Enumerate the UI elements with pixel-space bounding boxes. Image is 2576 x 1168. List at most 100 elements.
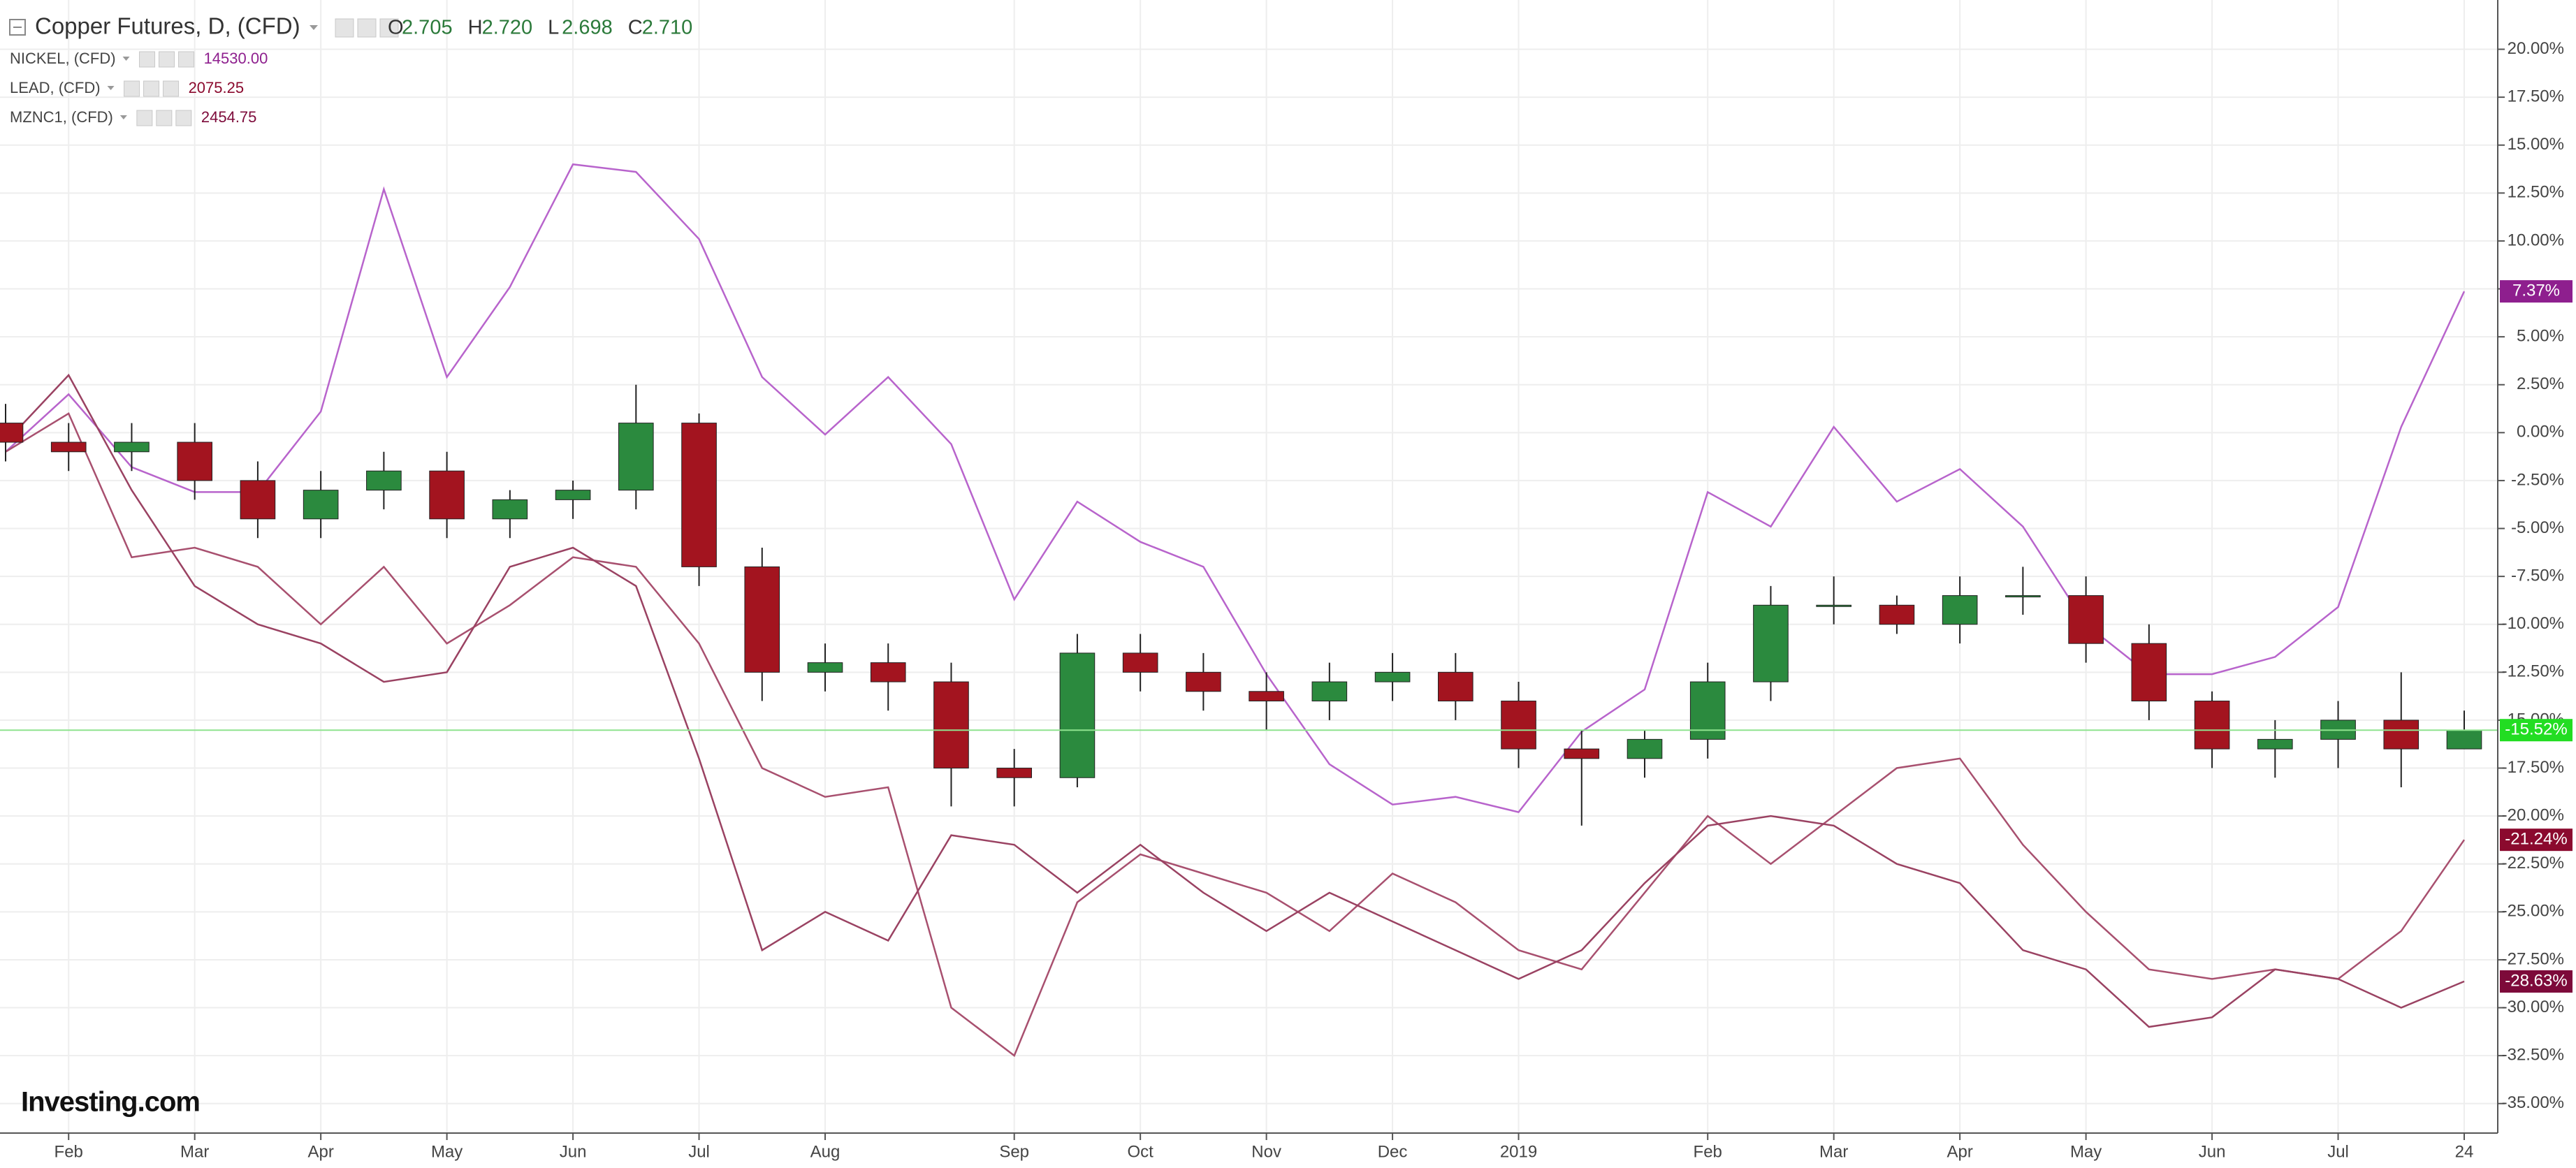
y-tick-label: 0.00% [2517,423,2564,441]
ohlc-value: 2.698 [562,17,613,39]
y-tick-label: 5.00% [2517,326,2564,345]
candle-body [114,441,150,453]
ohlc-letter: C [628,17,643,39]
y-tick-label: -22.50% [2502,854,2564,873]
legend-name: LEAD, (CFD) [10,79,101,96]
candle-body [2383,720,2419,750]
candle-body [1249,691,1284,701]
ohlc-letter: H [468,17,483,39]
legend-icon[interactable] [379,18,399,38]
legend-icon[interactable] [143,80,160,97]
candle-body [2131,643,2167,701]
watermark: Investing.com [21,1087,200,1118]
y-tick-label: -27.50% [2502,949,2564,968]
candle-body [2068,595,2104,644]
legend-value: 2075.25 [189,79,245,96]
legend-icon[interactable] [136,110,153,126]
last-value-badge [2500,970,2573,993]
candle-body [1753,604,1789,682]
candle-body [1942,595,1978,625]
candle-body [744,566,780,673]
candle-body [933,681,969,769]
candle-body [492,499,528,520]
candle-body [2194,700,2230,750]
series-line [5,373,2465,1028]
y-tick-label: 17.50% [2508,87,2564,105]
legend-icon[interactable] [159,51,175,68]
x-tick-label: Aug [810,1142,841,1161]
legend-icon[interactable] [175,110,192,126]
x-tick-label: Jun [2199,1142,2226,1161]
candle-body [1879,604,1915,625]
x-tick-label: Dec [1378,1142,1408,1161]
candle-body [1564,748,1600,759]
candle-body [2257,738,2293,750]
legend-icon[interactable] [156,110,173,126]
candle-body [240,480,276,520]
x-tick-label: May [2070,1142,2102,1161]
candle-body [1374,671,1411,682]
legend-icon[interactable] [163,80,180,97]
candle-body [1501,700,1536,750]
x-tick-label: Jul [2327,1142,2349,1161]
x-tick-label: Mar [1819,1142,1848,1161]
y-tick-label: -20.00% [2502,805,2564,824]
last-value-label: 7.37% [2512,281,2560,300]
x-tick-label: Apr [307,1142,333,1161]
x-tick-label: Feb [54,1142,83,1161]
legend-icon[interactable] [124,80,140,97]
dropdown-arrow[interactable] [107,86,115,90]
dropdown-arrow[interactable] [119,115,127,119]
candle-body [1627,738,1663,759]
legend-icon[interactable] [139,51,156,68]
y-tick-label: 10.00% [2508,231,2564,249]
y-tick-label: 20.00% [2508,39,2564,58]
x-tick-label: Oct [1127,1142,1154,1161]
ohlc-value: 2.705 [402,17,453,39]
candle-body [681,423,717,567]
last-value-label: -21.24% [2505,830,2567,849]
x-tick-label: Nov [1251,1142,1281,1161]
y-tick-label: 12.50% [2508,183,2564,202]
candle-body [50,441,87,453]
y-tick-label: -7.50% [2511,566,2564,585]
candle-body [429,470,465,520]
axes: 20.00%17.50%15.00%12.50%10.00%7.50%5.00%… [54,39,2573,1161]
candle-body [1122,652,1158,673]
dropdown-arrow[interactable] [310,25,318,30]
legend-icon[interactable] [335,18,354,38]
x-tick-label: Sep [999,1142,1029,1161]
legend-icon[interactable] [178,51,195,68]
y-tick-label: 2.50% [2517,374,2564,393]
x-tick-label: 2019 [1500,1142,1537,1161]
candle-body [1311,681,1348,701]
ohlc-value: 2.710 [642,17,693,39]
candle-body [177,441,213,481]
collapse-icon[interactable] [9,19,26,36]
candle-body [1059,652,1096,778]
y-tick-label: -10.00% [2502,614,2564,633]
last-value-badge [2500,719,2573,742]
last-value-badge [2500,828,2573,852]
plot [0,163,2498,1058]
ohlc-letter: L [548,17,559,39]
last-value-label: -15.52% [2505,720,2567,739]
x-tick-label: Apr [1946,1142,1972,1161]
candle-body [1816,604,1852,607]
grid [0,0,2498,1133]
legend-name: MZNC1, (CFD) [10,108,113,126]
y-tick-label: -35.00% [2502,1093,2564,1112]
dropdown-arrow[interactable] [122,57,130,61]
candle-body [1437,671,1473,701]
candle-body [303,490,339,520]
y-tick-label: -17.50% [2502,758,2564,777]
candle-body [870,662,906,682]
y-tick-label: -5.00% [2511,518,2564,537]
legend-icon[interactable] [357,18,377,38]
candle-body [807,662,843,673]
last-value-label: -28.63% [2505,971,2567,990]
y-tick-label: -2.50% [2511,470,2564,489]
candle-body [2005,595,2041,598]
